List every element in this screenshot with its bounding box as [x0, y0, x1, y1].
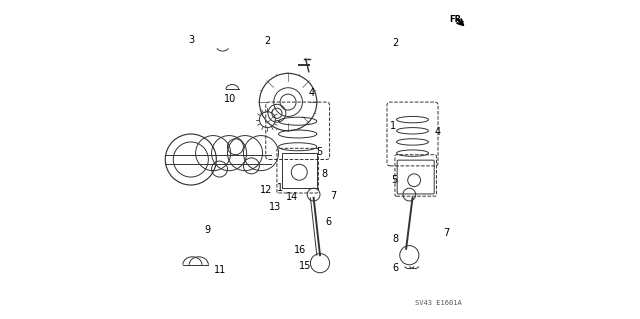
Text: 10: 10: [224, 94, 236, 104]
Text: 2: 2: [392, 38, 398, 48]
Text: 4: 4: [435, 127, 441, 137]
Text: 15: 15: [298, 261, 311, 271]
Text: 5: 5: [317, 146, 323, 157]
Text: 2: 2: [264, 36, 271, 47]
Text: 13: 13: [269, 202, 282, 212]
Text: 11: 11: [214, 264, 227, 275]
Text: 9: 9: [205, 225, 211, 235]
Text: 5: 5: [391, 175, 397, 185]
Text: 7: 7: [331, 191, 337, 201]
Text: SV43 E1601A: SV43 E1601A: [415, 300, 462, 306]
Text: 16: 16: [294, 245, 307, 256]
Text: 4: 4: [309, 87, 315, 98]
Text: 6: 6: [393, 263, 399, 273]
Text: FR.: FR.: [449, 15, 465, 24]
Text: 6: 6: [326, 217, 332, 227]
Text: 3: 3: [189, 35, 195, 45]
Text: 7: 7: [444, 228, 450, 238]
Text: 1: 1: [277, 183, 283, 193]
Text: 14: 14: [286, 192, 298, 202]
Text: 1: 1: [390, 121, 396, 131]
Text: 8: 8: [392, 234, 398, 244]
Text: 8: 8: [321, 169, 327, 179]
Text: 12: 12: [260, 185, 272, 195]
